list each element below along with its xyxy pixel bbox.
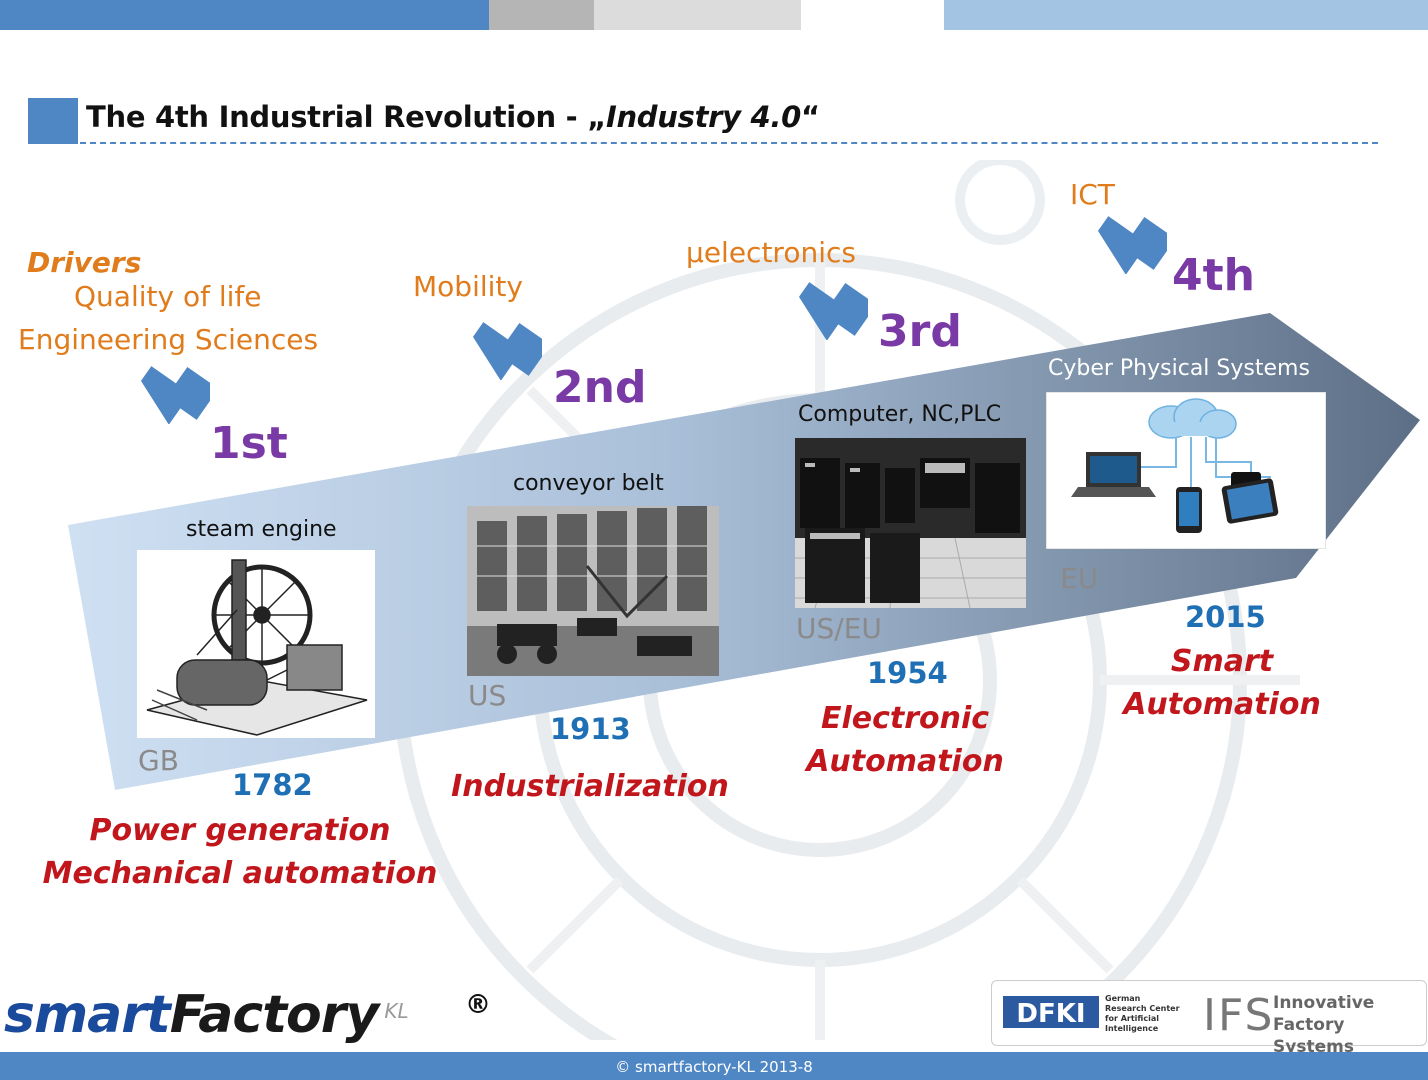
driver-quality-of-life: Quality of life (74, 280, 262, 313)
title-accent-square (28, 98, 78, 144)
caption-computer-nc-plc: Computer, NC,PLC (798, 402, 1002, 427)
ifs-name: Innovative Factory Systems (1273, 993, 1375, 1057)
driver-arrow-icon (798, 282, 868, 340)
label-electronic: Electronic (820, 701, 990, 736)
slide-title: The 4th Industrial Revolution - „Industr… (86, 100, 820, 134)
caption-steam-engine: steam engine (186, 517, 337, 542)
region-gb: GB (138, 744, 179, 777)
label-smart: Smart (1170, 644, 1274, 679)
label-power-generation: Power generation (89, 813, 391, 848)
cyber-physical-systems-image (1046, 392, 1326, 549)
caption-cyber-physical-systems: Cyber Physical Systems (1048, 356, 1310, 381)
label-automation-4th: Automation (1123, 687, 1321, 722)
top-color-bar (0, 0, 1428, 30)
dfki-logo-icon: DFKI (1003, 996, 1099, 1029)
label-automation-3rd: Automation (806, 744, 1004, 779)
steam-engine-image (137, 550, 375, 738)
smartfactory-logo: smartFactory KL (4, 985, 409, 1045)
driver-engineering-sciences: Engineering Sciences (18, 323, 319, 356)
ordinal-2nd: 2nd (553, 362, 647, 413)
footer-bar (0, 1052, 1428, 1080)
year-2015: 2015 (1185, 600, 1266, 634)
driver-arrow-icon (1097, 216, 1167, 274)
region-us-eu: US/EU (796, 612, 882, 645)
driver-arrow-icon (140, 366, 210, 424)
ordinal-1st: 1st (210, 418, 288, 469)
year-1954: 1954 (867, 656, 948, 690)
ordinal-3rd: 3rd (878, 306, 962, 357)
dfki-name: German Research Center for Artificial In… (1105, 994, 1180, 1033)
label-industrialization: Industrialization (451, 769, 729, 804)
year-1782: 1782 (232, 768, 313, 802)
driver-arrow-icon (472, 322, 542, 380)
svg-text:DFKI: DFKI (1016, 999, 1085, 1029)
driver-ict: ICT (1070, 178, 1115, 211)
conveyor-belt-image (467, 506, 719, 676)
computer-room-image (795, 438, 1026, 608)
region-us: US (468, 679, 507, 712)
region-eu: EU (1060, 562, 1099, 595)
registered-mark: ® (465, 990, 491, 1020)
caption-conveyor-belt: conveyor belt (513, 471, 664, 496)
label-mechanical-automation: Mechanical automation (42, 856, 438, 891)
ordinal-4th: 4th (1172, 250, 1255, 301)
title-dashed-rule (80, 142, 1378, 144)
ifs-logo-icon: IFS (1203, 990, 1275, 1041)
driver-microelectronics: µelectronics (686, 236, 856, 269)
footer-copyright: © smartfactory-KL 2013-8 (615, 1058, 813, 1076)
year-1913: 1913 (550, 712, 631, 746)
driver-mobility: Mobility (413, 270, 523, 303)
drivers-heading: Drivers (27, 246, 142, 279)
